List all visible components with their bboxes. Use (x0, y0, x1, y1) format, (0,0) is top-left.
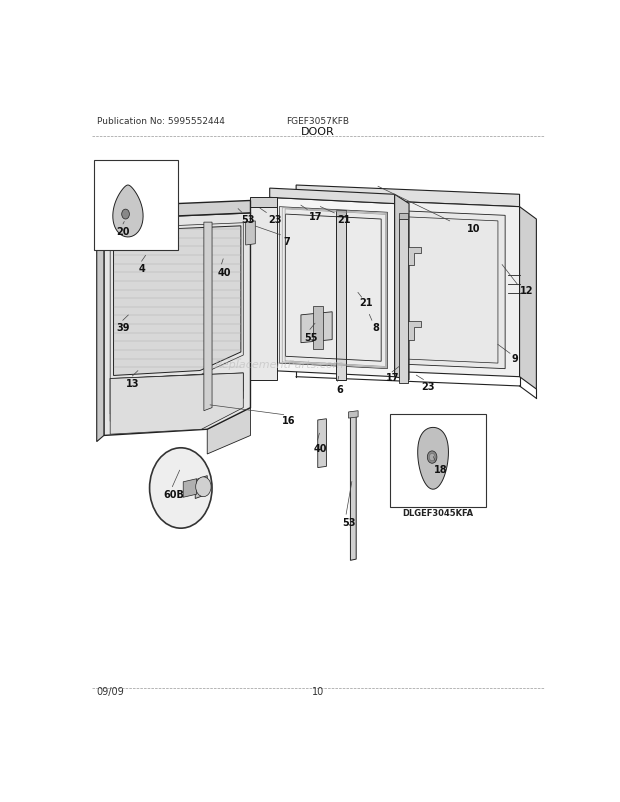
Text: ReplacementParts.com: ReplacementParts.com (215, 360, 344, 370)
Text: FGEF3057KFB: FGEF3057KFB (286, 117, 349, 126)
Polygon shape (246, 221, 255, 245)
Text: 9: 9 (512, 354, 518, 363)
Circle shape (149, 448, 212, 529)
Polygon shape (195, 476, 207, 499)
Polygon shape (520, 208, 536, 390)
Text: 4: 4 (139, 264, 146, 274)
Text: 12: 12 (520, 286, 534, 296)
Text: 21: 21 (337, 215, 351, 225)
Polygon shape (250, 208, 277, 380)
Polygon shape (418, 427, 448, 489)
Text: DOOR: DOOR (301, 128, 335, 137)
Circle shape (122, 210, 130, 220)
Text: 60B: 60B (163, 489, 184, 500)
Text: 55: 55 (304, 332, 317, 342)
Polygon shape (184, 479, 197, 497)
Polygon shape (113, 226, 241, 376)
Polygon shape (279, 208, 388, 369)
Text: 17: 17 (386, 372, 399, 383)
Text: 18: 18 (433, 465, 447, 475)
Text: 21: 21 (359, 298, 373, 308)
FancyBboxPatch shape (94, 161, 179, 250)
Polygon shape (204, 223, 212, 411)
Polygon shape (207, 408, 250, 455)
Polygon shape (223, 210, 231, 217)
Text: 17: 17 (309, 212, 322, 221)
Text: 13: 13 (126, 379, 140, 388)
Polygon shape (317, 419, 326, 468)
Polygon shape (104, 213, 250, 436)
Text: 10: 10 (312, 687, 324, 696)
Text: 8: 8 (372, 323, 379, 333)
Polygon shape (313, 306, 322, 350)
Polygon shape (394, 195, 409, 380)
Polygon shape (207, 213, 250, 430)
Circle shape (429, 454, 435, 461)
Polygon shape (270, 198, 394, 377)
Polygon shape (296, 186, 520, 208)
Polygon shape (408, 248, 421, 266)
Text: 40: 40 (217, 267, 231, 277)
Circle shape (427, 452, 437, 464)
Text: 10: 10 (467, 224, 480, 234)
Polygon shape (270, 189, 394, 205)
Polygon shape (110, 374, 243, 415)
Polygon shape (336, 217, 345, 380)
Text: 6: 6 (336, 385, 343, 395)
Polygon shape (250, 198, 277, 208)
Polygon shape (110, 391, 243, 422)
Text: 53: 53 (241, 215, 255, 225)
Text: 09/09: 09/09 (97, 687, 125, 696)
Text: 53: 53 (342, 517, 356, 528)
Polygon shape (308, 208, 505, 369)
Text: 23: 23 (422, 382, 435, 391)
Text: DLGEF3045KFA: DLGEF3045KFA (402, 508, 474, 518)
Polygon shape (301, 312, 332, 343)
Text: 40: 40 (313, 444, 327, 453)
Polygon shape (97, 208, 104, 442)
Polygon shape (104, 201, 250, 220)
Text: 23: 23 (268, 215, 281, 225)
Polygon shape (113, 186, 143, 237)
Polygon shape (336, 210, 345, 217)
Polygon shape (399, 220, 408, 383)
Text: Publication No: 5995552444: Publication No: 5995552444 (97, 117, 224, 126)
Polygon shape (350, 416, 356, 561)
Text: 7: 7 (283, 237, 290, 246)
Text: 39: 39 (117, 323, 130, 333)
Polygon shape (296, 198, 520, 377)
Text: 20: 20 (117, 227, 130, 237)
Circle shape (196, 477, 211, 497)
Polygon shape (348, 411, 358, 419)
Polygon shape (110, 374, 243, 435)
Polygon shape (223, 217, 231, 383)
Text: 16: 16 (282, 415, 296, 425)
Polygon shape (408, 322, 421, 340)
FancyBboxPatch shape (390, 415, 486, 507)
Polygon shape (399, 213, 408, 220)
